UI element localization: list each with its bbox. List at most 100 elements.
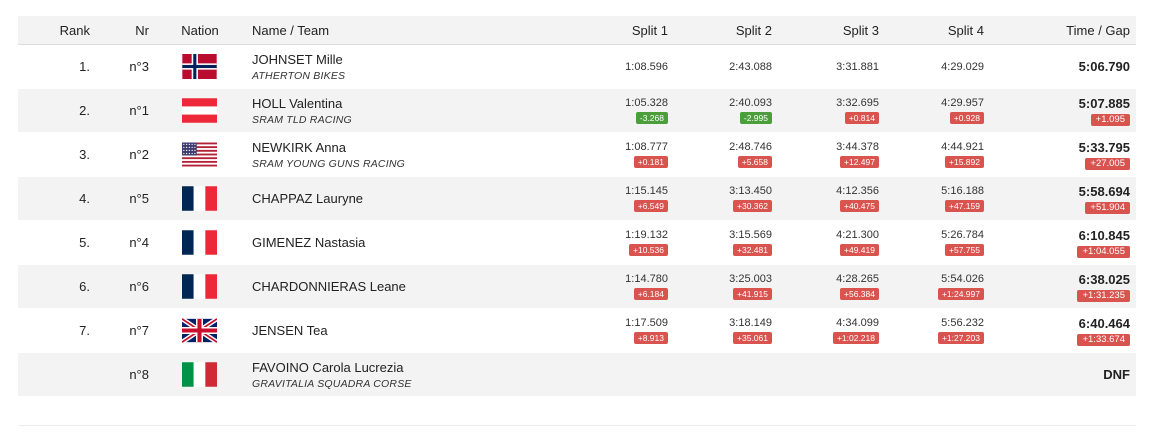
split-2-cell: 2:40.093 -2.995 bbox=[672, 89, 772, 132]
bib-number-cell: n°2 bbox=[129, 147, 149, 162]
split-3-cell bbox=[778, 353, 879, 396]
split-2-cell: 2:48.746 +5.658 bbox=[672, 133, 772, 176]
final-time: 5:07.885 bbox=[1078, 95, 1130, 111]
header-name-team[interactable]: Name / Team bbox=[252, 22, 330, 38]
time-gap-badge: +51.904 bbox=[1085, 201, 1130, 214]
header-split-2[interactable]: Split 2 bbox=[735, 22, 772, 38]
split-gap-badge: +8.913 bbox=[633, 332, 668, 344]
split-2-cell: 3:18.149 +35.061 bbox=[672, 309, 772, 352]
split-gap-badge: +5.658 bbox=[737, 156, 772, 168]
header-split-4[interactable]: Split 4 bbox=[947, 22, 984, 38]
split-gap-badge: +40.475 bbox=[840, 200, 879, 212]
rider-name[interactable]: CHARDONNIERAS Leane bbox=[252, 279, 406, 294]
split-1-cell: 1:14.780 +6.184 bbox=[568, 265, 668, 308]
split-time: 3:25.003 bbox=[729, 273, 772, 285]
split-time: 5:54.026 bbox=[941, 273, 984, 285]
results-table: Rank Nr Nation Name / Team Split 1 Split… bbox=[18, 16, 1136, 397]
split-3-cell: 3:44.378 +12.497 bbox=[778, 133, 879, 176]
rider-name[interactable]: NEWKIRK Anna bbox=[252, 139, 346, 155]
table-row[interactable]: 1. n°3 JOHNSET Mille ATHERTON BIKES 1:08.596… bbox=[18, 45, 1136, 89]
time-gap-cell: 5:06.790 bbox=[1028, 45, 1130, 88]
bib-number-cell: n°1 bbox=[129, 103, 149, 118]
rank-cell: 1. bbox=[79, 59, 90, 74]
split-time: 3:31.881 bbox=[836, 60, 879, 73]
table-header: Rank Nr Nation Name / Team Split 1 Split… bbox=[18, 16, 1136, 45]
split-2-cell: 2:43.088 bbox=[672, 45, 772, 88]
rider-name[interactable]: CHAPPAZ Lauryne bbox=[252, 191, 364, 206]
team-name: SRAM TLD RACING bbox=[252, 113, 352, 126]
split-1-cell bbox=[568, 353, 668, 396]
split-time: 4:29.029 bbox=[941, 60, 984, 73]
split-time: 2:40.093 bbox=[729, 97, 772, 109]
bib-number-cell: n°6 bbox=[129, 279, 149, 294]
split-2-cell bbox=[672, 353, 772, 396]
rank-cell: 3. bbox=[79, 147, 90, 162]
rider-name[interactable]: FAVOINO Carola Lucrezia bbox=[252, 359, 404, 375]
header-split-3[interactable]: Split 3 bbox=[842, 22, 879, 38]
table-row[interactable]: 3. n°2 NEWKIRK Anna SRAM YOUNG GUNS RACING 1… bbox=[18, 133, 1136, 177]
rank-cell: 6. bbox=[79, 279, 90, 294]
table-row[interactable]: 7. n°7 JENSEN Tea 1:17.509 +8.913 3:18.149 +35… bbox=[18, 309, 1136, 353]
time-gap-cell: 5:58.694 +51.904 bbox=[1028, 177, 1130, 220]
team-name: SRAM YOUNG GUNS RACING bbox=[252, 157, 405, 170]
split-gap-badge: +0.814 bbox=[844, 112, 879, 124]
split-gap-badge: +30.362 bbox=[733, 200, 772, 212]
time-gap-cell: 6:38.025 +1:31.235 bbox=[1028, 265, 1130, 308]
final-time: 5:06.790 bbox=[1078, 59, 1130, 74]
rider-cell: JENSEN Tea bbox=[252, 309, 572, 352]
final-time: 5:33.795 bbox=[1078, 139, 1130, 155]
split-3-cell: 3:31.881 bbox=[778, 45, 879, 88]
split-gap-badge: +10.536 bbox=[629, 244, 668, 256]
rider-name[interactable]: JOHNSET Mille bbox=[252, 51, 343, 67]
split-gap-badge: +1:02.218 bbox=[832, 332, 879, 344]
header-nation[interactable]: Nation bbox=[181, 22, 219, 38]
split-time: 1:08.777 bbox=[625, 141, 668, 153]
split-3-cell: 4:21.300 +49.419 bbox=[778, 221, 879, 264]
split-time: 2:48.746 bbox=[729, 141, 772, 153]
table-row[interactable]: 2. n°1 HOLL Valentina SRAM TLD RACING 1:05.3… bbox=[18, 89, 1136, 133]
split-time: 4:44.921 bbox=[941, 141, 984, 153]
time-gap-cell: 5:07.885 +1.095 bbox=[1028, 89, 1130, 132]
rider-name[interactable]: GIMENEZ Nastasia bbox=[252, 235, 366, 250]
split-gap-badge: +6.184 bbox=[633, 288, 668, 300]
split-time: 5:26.784 bbox=[941, 229, 984, 241]
header-time-gap[interactable]: Time / Gap bbox=[1066, 22, 1130, 38]
split-time: 4:29.957 bbox=[941, 97, 984, 109]
split-4-cell: 5:56.232 +1:27.203 bbox=[883, 309, 984, 352]
split-1-cell: 1:15.145 +6.549 bbox=[568, 177, 668, 220]
split-4-cell: 5:54.026 +1:24.997 bbox=[883, 265, 984, 308]
header-nr[interactable]: Nr bbox=[135, 22, 149, 38]
split-time: 5:56.232 bbox=[941, 317, 984, 329]
table-row[interactable]: 6. n°6 CHARDONNIERAS Leane 1:14.780 +6.184 3:… bbox=[18, 265, 1136, 309]
rider-name[interactable]: JENSEN Tea bbox=[252, 323, 328, 338]
header-rank[interactable]: Rank bbox=[59, 22, 90, 38]
split-gap-badge: +0.928 bbox=[949, 112, 984, 124]
split-gap-badge: +1:24.997 bbox=[937, 288, 984, 300]
time-gap-cell: 6:40.464 +1:33.674 bbox=[1028, 309, 1130, 352]
split-time: 1:14.780 bbox=[625, 273, 668, 285]
table-row[interactable]: 4. n°5 CHAPPAZ Lauryne 1:15.145 +6.549 3:13.4… bbox=[18, 177, 1136, 221]
split-4-cell bbox=[883, 353, 984, 396]
header-split-1[interactable]: Split 1 bbox=[631, 22, 668, 38]
split-3-cell: 4:34.099 +1:02.218 bbox=[778, 309, 879, 352]
split-3-cell: 3:32.695 +0.814 bbox=[778, 89, 879, 132]
table-row[interactable]: n°8 FAVOINO Carola Lucrezia GRAVITALIA SQU… bbox=[18, 353, 1136, 397]
split-time: 1:17.509 bbox=[625, 317, 668, 329]
rank-cell: 2. bbox=[79, 103, 90, 118]
split-gap-badge: +49.419 bbox=[840, 244, 879, 256]
rider-name[interactable]: HOLL Valentina bbox=[252, 95, 343, 111]
france-flag bbox=[182, 274, 217, 299]
split-gap-badge: +57.755 bbox=[945, 244, 984, 256]
split-3-cell: 4:28.265 +56.384 bbox=[778, 265, 879, 308]
table-row[interactable]: 5. n°4 GIMENEZ Nastasia 1:19.132 +10.536 3:15… bbox=[18, 221, 1136, 265]
usa-flag bbox=[182, 142, 217, 167]
split-1-cell: 1:19.132 +10.536 bbox=[568, 221, 668, 264]
footer-divider bbox=[18, 425, 1136, 426]
final-time: DNF bbox=[1103, 367, 1130, 382]
team-name: ATHERTON BIKES bbox=[252, 69, 346, 82]
split-time: 5:16.188 bbox=[941, 185, 984, 197]
final-time: 6:40.464 bbox=[1078, 315, 1130, 331]
time-gap-cell: DNF bbox=[1028, 353, 1130, 396]
split-1-cell: 1:08.596 bbox=[568, 45, 668, 88]
rider-cell: GIMENEZ Nastasia bbox=[252, 221, 572, 264]
